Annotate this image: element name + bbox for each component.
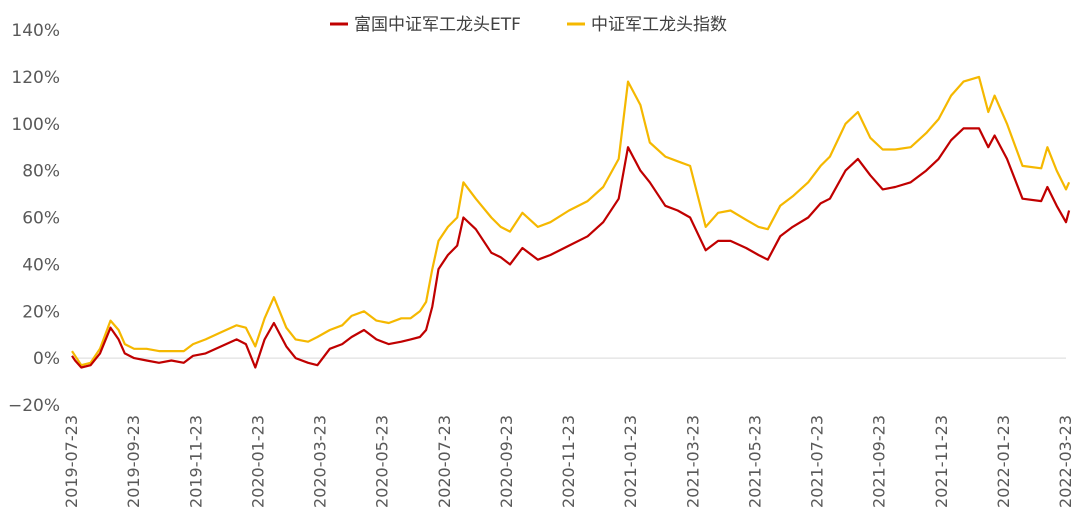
chart-legend: 富国中证军工龙头ETF 中证军工龙头指数 — [330, 15, 727, 35]
series-line-index — [71, 75, 1071, 367]
y-tick-label: 120% — [11, 68, 60, 88]
x-tick-label: 2019-07-23 — [62, 415, 81, 508]
x-tick-label: 2021-03-23 — [683, 415, 702, 508]
legend-label-index: 中证军工龙头指数 — [591, 15, 727, 35]
y-tick-label: −20% — [8, 396, 60, 416]
x-tick-label: 2022-03-23 — [1056, 415, 1075, 508]
series-layer — [71, 75, 1071, 369]
y-tick-label: 140% — [11, 21, 60, 41]
y-tick-label: 20% — [22, 302, 60, 322]
x-tick-label: 2021-09-23 — [870, 415, 889, 508]
x-tick-label: 2021-11-23 — [932, 415, 951, 508]
x-tick-label: 2019-09-23 — [124, 415, 143, 508]
x-tick-label: 2020-01-23 — [248, 415, 267, 508]
x-tick-label: 2021-07-23 — [808, 415, 827, 508]
x-tick-label: 2020-11-23 — [559, 415, 578, 508]
x-tick-label: 2020-07-23 — [435, 415, 454, 508]
y-tick-label: 60% — [22, 209, 60, 229]
x-axis-tick-labels: 2019-07-23 2019-09-23 2019-11-23 2020-01-23… — [62, 415, 1075, 508]
y-axis-tick-labels: −20% 0% 20% 40% 60% 80% 100% 120% 140% — [8, 21, 60, 416]
y-tick-label: 40% — [22, 255, 60, 275]
y-tick-label: 80% — [22, 162, 60, 182]
x-tick-label: 2021-05-23 — [745, 415, 764, 508]
y-tick-label: 0% — [33, 349, 60, 369]
x-tick-label: 2019-11-23 — [186, 415, 205, 508]
x-tick-label: 2020-09-23 — [497, 415, 516, 508]
x-tick-label: 2020-05-23 — [373, 415, 392, 508]
legend-label-etf: 富国中证军工龙头ETF — [354, 15, 521, 35]
y-tick-label: 100% — [11, 115, 60, 135]
x-tick-label: 2020-03-23 — [311, 415, 330, 508]
x-tick-label: 2022-01-23 — [994, 415, 1013, 508]
series-line-etf — [71, 127, 1071, 369]
x-tick-label: 2021-01-23 — [621, 415, 640, 508]
